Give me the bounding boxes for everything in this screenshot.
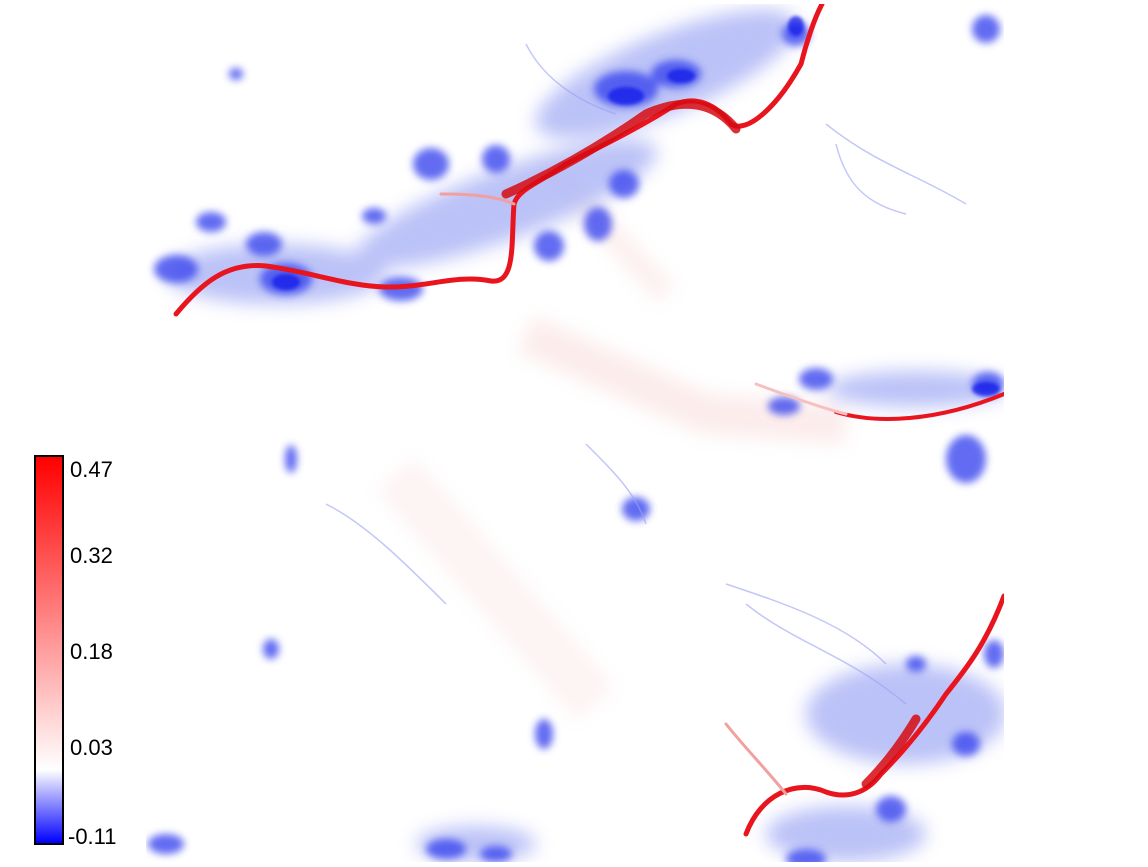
crack-upper-branch	[439, 192, 516, 206]
colorbar-tick-max: 0.47	[70, 457, 113, 482]
crack-lower-branch	[724, 722, 788, 796]
negative-cores	[272, 16, 1000, 396]
positive-cracks	[173, 4, 1004, 837]
crack-lower-core	[861, 714, 921, 789]
crack-mid-right	[834, 392, 1004, 421]
negative-filaments	[325, 43, 967, 705]
crack-upper	[173, 4, 825, 317]
colorbar-tick-min: -0.11	[68, 824, 117, 849]
crack-upper-core	[501, 99, 741, 199]
colorbar-tick-2: 0.32	[70, 543, 113, 568]
colorbar-tick-3: 0.18	[70, 639, 113, 664]
colorbar	[34, 455, 64, 845]
scalar-field-plot	[146, 4, 1004, 862]
colorbar-tick-4: 0.03	[70, 735, 113, 760]
crack-mid-right-light	[754, 382, 848, 416]
